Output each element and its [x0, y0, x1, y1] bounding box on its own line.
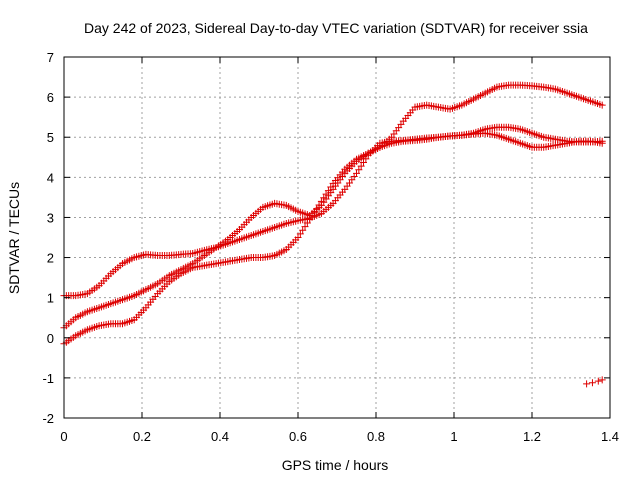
data-point: [357, 162, 365, 170]
chart-title: Day 242 of 2023, Sidereal Day-to-day VTE…: [84, 20, 588, 36]
data-point: [317, 197, 325, 205]
data-point: [301, 223, 309, 231]
series-track-3: [60, 123, 606, 348]
data-point: [310, 208, 318, 216]
data-point: [360, 158, 368, 166]
data-point: [598, 137, 606, 145]
data-point: [327, 183, 335, 191]
data-point: [313, 205, 321, 213]
x-tick-label: 1: [450, 429, 457, 444]
data-point: [296, 230, 304, 238]
y-tick-label: 4: [47, 170, 54, 185]
data-point: [315, 201, 323, 209]
data-point: [598, 376, 606, 384]
y-tick-label: 1: [47, 291, 54, 306]
data-point: [308, 212, 316, 220]
data-point: [583, 380, 591, 388]
y-tick-label: 0: [47, 331, 54, 346]
y-tick-label: 5: [47, 130, 54, 145]
data-point: [303, 219, 311, 227]
y-axis-label: SDTVAR / TECUs: [6, 182, 22, 294]
data-point: [353, 169, 360, 177]
axis-ticks: 0 0.2 0.4 0.6 0.8 1 1.2 1.4 -2 -1 0 1 2 3 4 5 6 7: [42, 50, 619, 444]
x-axis-label: GPS time / hours: [282, 457, 389, 473]
x-tick-label: 0.6: [289, 429, 307, 444]
data-point: [588, 379, 596, 387]
data-point: [294, 234, 302, 241]
data-point: [355, 166, 363, 174]
data-point: [320, 194, 328, 202]
data-point: [324, 187, 332, 195]
data-point: [322, 190, 330, 198]
data-point: [594, 377, 602, 385]
plot-frame: [63, 56, 611, 419]
x-tick-label: 1.2: [523, 429, 541, 444]
data-point: [299, 226, 307, 234]
y-tick-label: 2: [47, 251, 54, 266]
y-tick-label: 3: [47, 210, 54, 225]
x-tick-label: 0: [60, 429, 67, 444]
data-point: [598, 101, 606, 109]
y-tick-label: 7: [47, 50, 54, 65]
x-tick-label: 0.4: [211, 429, 229, 444]
x-tick-label: 0.2: [133, 429, 151, 444]
data-point: [306, 215, 314, 223]
x-tick-label: 1.4: [601, 429, 619, 444]
y-tick-label: -2: [42, 411, 54, 426]
y-tick-label: 6: [47, 90, 54, 105]
data-points: [60, 81, 606, 388]
gridlines: [64, 57, 610, 418]
series-track-4: [583, 376, 606, 388]
y-tick-label: -1: [42, 371, 54, 386]
x-tick-label: 0.8: [367, 429, 385, 444]
